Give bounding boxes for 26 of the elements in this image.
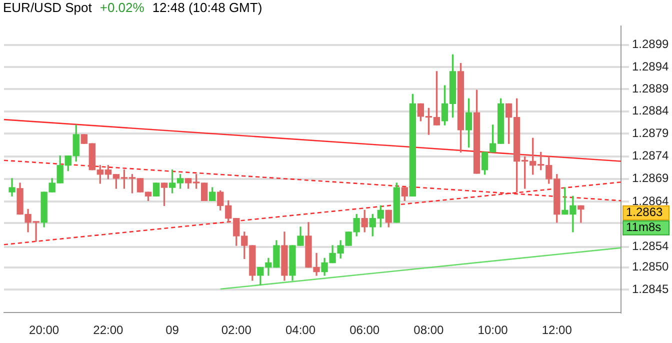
y-tick-label: 1.2894 — [632, 59, 670, 74]
y-tick-label: 1.2845 — [632, 282, 670, 296]
y-tick-label: 1.2889 — [632, 82, 670, 96]
x-tick-label: 12:00 — [542, 323, 572, 338]
candlestick — [578, 205, 584, 223]
y-tick-label: 1.2874 — [632, 148, 670, 163]
text: 1.2863 — [626, 205, 664, 220]
x-tick-label: 06:00 — [350, 323, 380, 338]
y-tick-label: 1.2869 — [632, 171, 670, 186]
y-tick-label: 1.2899 — [632, 37, 670, 52]
text: 11m8s — [626, 220, 662, 234]
x-tick-label: 22:00 — [93, 323, 124, 338]
x-tick-label: 09 — [166, 323, 180, 338]
y-tick-label: 1.2854 — [632, 239, 670, 254]
y-tick-label: 1.2884 — [632, 104, 670, 118]
x-tick-label: 08:00 — [414, 323, 444, 338]
text: 12:48 (10:48 GMT) — [152, 0, 262, 15]
chart-title: EUR/USD Spot — [3, 0, 92, 15]
x-tick-label: 04:00 — [285, 323, 316, 338]
y-tick-label: 1.2850 — [632, 260, 670, 274]
x-tick-label: 20:00 — [29, 323, 60, 338]
chart-subtitle: +0.02% — [100, 0, 144, 15]
x-tick-label: 02:00 — [221, 323, 252, 338]
y-tick-label: 1.2879 — [632, 126, 670, 140]
x-tick-label: 10:00 — [478, 323, 508, 338]
y-tick-label: 1.2864 — [632, 194, 670, 208]
